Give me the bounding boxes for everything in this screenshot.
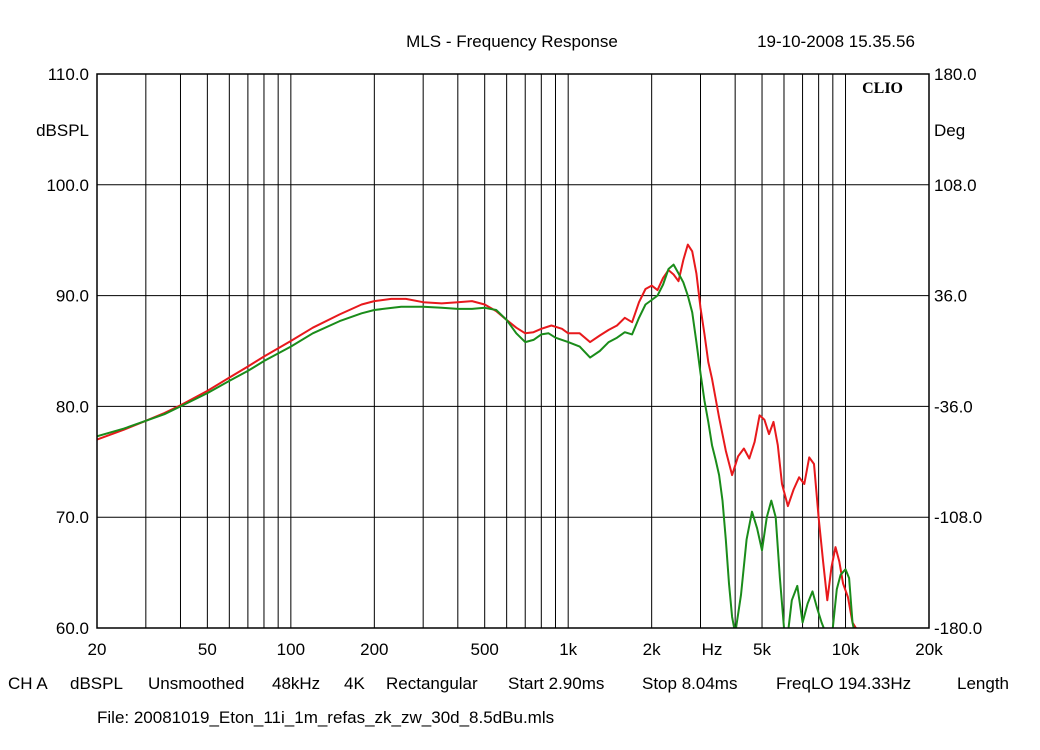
status-start: Start 2.90ms — [508, 674, 605, 693]
grid-lines — [97, 74, 929, 628]
y-tick-label: 110.0 — [48, 65, 89, 84]
timestamp: 19-10-2008 15.35.56 — [757, 32, 915, 51]
x-tick-label: 1k — [559, 640, 577, 659]
y-tick-label: 80.0 — [56, 397, 89, 416]
x-tick-label: 200 — [360, 640, 388, 659]
status-sample-rate: 48kHz — [272, 674, 321, 693]
x-tick-label: 20k — [915, 640, 943, 659]
x-tick-label: 100 — [277, 640, 305, 659]
series-line-2 — [97, 263, 855, 628]
y2-tick-label: -36.0 — [934, 397, 973, 416]
x-axis-unit-label: Hz — [702, 640, 723, 659]
y2-axis-title: Deg — [934, 121, 965, 140]
x-tick-label: 10k — [832, 640, 860, 659]
chart-title: MLS - Frequency Response — [406, 32, 618, 51]
y2-tick-label: -180.0 — [934, 619, 982, 638]
series-layer — [97, 243, 857, 628]
status-channel: CH A — [8, 674, 48, 693]
series-line-1 — [97, 243, 857, 628]
y-tick-label: 90.0 — [56, 287, 89, 306]
plot-frame — [96, 73, 930, 629]
status-length: Length — [957, 674, 1009, 693]
y-tick-label: 70.0 — [56, 508, 89, 527]
status-size: 4K — [344, 674, 365, 693]
y-tick-label: 100.0 — [46, 176, 89, 195]
file-name: File: 20081019_Eton_11i_1m_refas_zk_zw_3… — [97, 708, 555, 727]
x-tick-label: 50 — [198, 640, 217, 659]
y2-tick-label: -108.0 — [934, 508, 982, 527]
x-tick-label: 2k — [643, 640, 661, 659]
status-smoothing: Unsmoothed — [148, 674, 245, 693]
status-window: Rectangular — [386, 674, 478, 693]
y2-tick-label: 108.0 — [934, 176, 977, 195]
status-freq-lo: FreqLO 194.33Hz — [776, 674, 912, 693]
axis-labels: 20 50 100 200 500 1k 2k 5k 10k 20k Hz 110.0 100.0 90.… — [36, 65, 982, 659]
y-axis-title: dBSPL — [36, 121, 89, 140]
clio-brand: CLIO — [862, 80, 903, 97]
y2-tick-label: 180.0 — [934, 65, 977, 84]
x-tick-label: 500 — [471, 640, 499, 659]
frequency-response-chart: MLS - Frequency Response 19-10-2008 15.3… — [36, 32, 982, 659]
x-tick-label: 20 — [88, 640, 107, 659]
x-tick-label: 5k — [753, 640, 771, 659]
status-unit: dBSPL — [70, 674, 123, 693]
y-tick-label: 60.0 — [56, 619, 89, 638]
y2-tick-label: 36.0 — [934, 287, 967, 306]
status-stop: Stop 8.04ms — [642, 674, 738, 693]
status-bar: CH A dBSPL Unsmoothed 48kHz 4K Rectangul… — [0, 674, 1040, 698]
